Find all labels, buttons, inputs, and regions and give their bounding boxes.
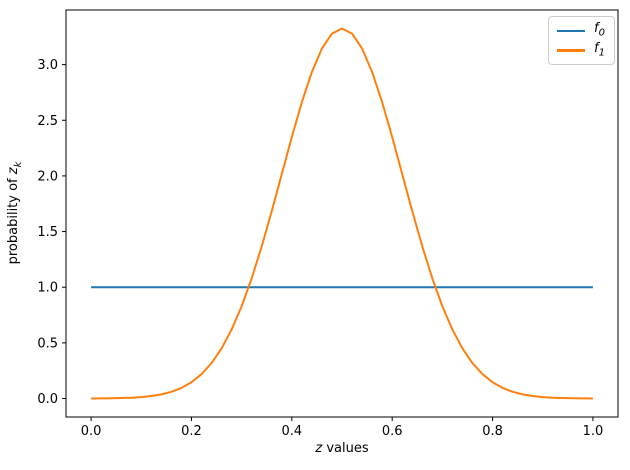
x-tick-label: 0.0 [81,424,102,439]
x-label-rest: values [322,441,369,456]
x-axis-label: z values [315,441,368,456]
x-tick-label: 0.8 [482,424,503,439]
legend-label-f1: f1 [594,40,605,59]
y-label-var: z [6,167,22,175]
legend-line-sample-f0 [557,29,585,32]
legend-line-sample-f1 [557,49,585,52]
y-tick-label: 0.0 [37,392,58,407]
y-tick-label: 1.0 [37,281,58,296]
legend-item-f1: f1 [557,42,606,59]
x-tick-label: 0.6 [382,424,403,439]
plot-border [65,9,619,418]
y-label-subscript: k [12,161,24,168]
y-axis-label: probability of zk [6,162,24,265]
y-tick-label: 2.5 [37,114,58,129]
y-tick-label: 2.0 [37,169,58,184]
y-tick-label: 0.5 [37,336,58,351]
y-tick-label: 3.0 [37,58,58,73]
legend-item-f0: f0 [557,22,606,39]
series-line-f1 [91,27,593,400]
x-tick-label: 0.4 [281,424,302,439]
x-tick-label: 0.2 [181,424,202,439]
y-label-prefix: probability of [6,174,22,265]
y-tick-label: 1.5 [37,225,58,240]
x-label-var: z [315,441,323,456]
x-tick-label: 1.0 [583,424,604,439]
legend-label-f0: f0 [594,21,605,40]
legend: f0 f1 [548,16,615,65]
